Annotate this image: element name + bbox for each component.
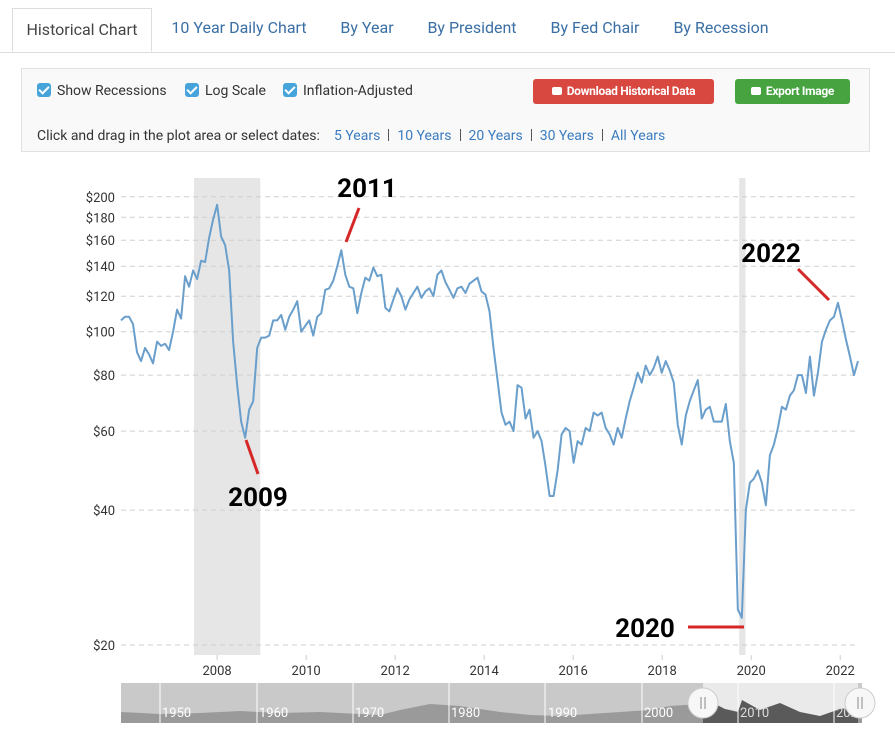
- y-tick-label: $60: [93, 425, 115, 440]
- x-tick-label: 2012: [381, 664, 410, 679]
- tab[interactable]: Historical Chart: [12, 8, 152, 52]
- y-tick-label: $160: [86, 234, 115, 249]
- navigator-label: 1960: [259, 706, 288, 721]
- checkbox[interactable]: Show Recessions: [37, 83, 167, 99]
- range-links: 5 Years 10 Years 20 Years 30 Years All Years: [334, 128, 665, 144]
- price-line: [120, 203, 859, 619]
- navigator-label: 2010: [740, 706, 769, 721]
- controls-panel: Show Recessions Log Scale Inflation-Adju…: [21, 68, 870, 152]
- navigator-area-selected: [703, 700, 858, 723]
- button-label: Export Image: [765, 84, 835, 98]
- tab-bar: Historical Chart 10 Year Daily Chart By …: [0, 0, 895, 53]
- x-tick-label: 2014: [470, 664, 500, 679]
- x-tick-label: 2018: [648, 664, 677, 679]
- tab[interactable]: 10 Year Daily Chart: [171, 18, 307, 37]
- x-tick-label: 2022: [826, 664, 855, 679]
- y-tick-label: $200: [86, 191, 115, 206]
- checkbox-label: Inflation-Adjusted: [303, 83, 413, 99]
- navigator[interactable]: 1950 1960 1970 1980 1990 2000 2010 2020: [121, 683, 876, 723]
- annotation: 2020: [615, 614, 675, 644]
- tab[interactable]: By Year: [340, 18, 394, 37]
- y-tick-label: $40: [93, 504, 115, 519]
- annotation-pointer: [244, 439, 260, 475]
- navigator-handle[interactable]: [687, 687, 719, 719]
- recession-band: [739, 178, 746, 655]
- navigator-track: [121, 683, 862, 723]
- y-tick-label: $180: [86, 211, 115, 226]
- y-tick-label: $20: [93, 639, 115, 654]
- navigator-label: 2000: [644, 706, 673, 721]
- navigator-label: 1980: [451, 706, 480, 721]
- navigator-label: 1950: [162, 706, 191, 721]
- checkbox-label: Log Scale: [205, 83, 266, 99]
- navigator-selection: [703, 683, 858, 723]
- range-link[interactable]: 30 Years: [539, 128, 594, 144]
- annotation-pointer: [796, 267, 831, 302]
- x-tick-label: 2010: [292, 664, 321, 679]
- range-link[interactable]: 20 Years: [468, 128, 523, 144]
- navigator-label: 2020: [836, 706, 865, 721]
- x-tick-label: 2008: [203, 664, 232, 679]
- download-button[interactable]: Download Historical Data: [533, 79, 714, 104]
- navigator-label: 1990: [548, 706, 577, 721]
- export-button[interactable]: Export Image: [735, 79, 850, 104]
- recession-band: [193, 178, 261, 655]
- annotation: 2011: [337, 174, 397, 204]
- tab[interactable]: By Recession: [673, 18, 769, 37]
- annotation-pointer: [344, 207, 361, 243]
- x-tick-label: 2016: [559, 664, 588, 679]
- range-link[interactable]: 10 Years: [397, 128, 452, 144]
- range-prompt: Click and drag in the plot area or selec…: [37, 128, 320, 144]
- checkbox[interactable]: Log Scale: [185, 83, 266, 99]
- navigator-label: 1970: [355, 706, 384, 721]
- y-tick-label: $80: [93, 369, 115, 384]
- y-tick-label: $100: [86, 326, 115, 341]
- y-tick-label: $120: [86, 290, 115, 305]
- y-tick-label: $140: [86, 260, 115, 275]
- checkbox[interactable]: Inflation-Adjusted: [283, 83, 413, 99]
- navigator-handle[interactable]: [844, 687, 876, 719]
- x-tick-label: 2020: [737, 664, 766, 679]
- navigator-area: [121, 703, 862, 723]
- annotation: 2022: [741, 239, 801, 269]
- range-link[interactable]: 5 Years: [334, 128, 381, 144]
- tab[interactable]: By President: [427, 18, 517, 37]
- range-link[interactable]: All Years: [610, 128, 666, 144]
- checkbox-label: Show Recessions: [57, 83, 167, 99]
- annotation: 2009: [228, 483, 288, 513]
- button-label: Download Historical Data: [566, 84, 696, 98]
- tab[interactable]: By Fed Chair: [550, 18, 640, 37]
